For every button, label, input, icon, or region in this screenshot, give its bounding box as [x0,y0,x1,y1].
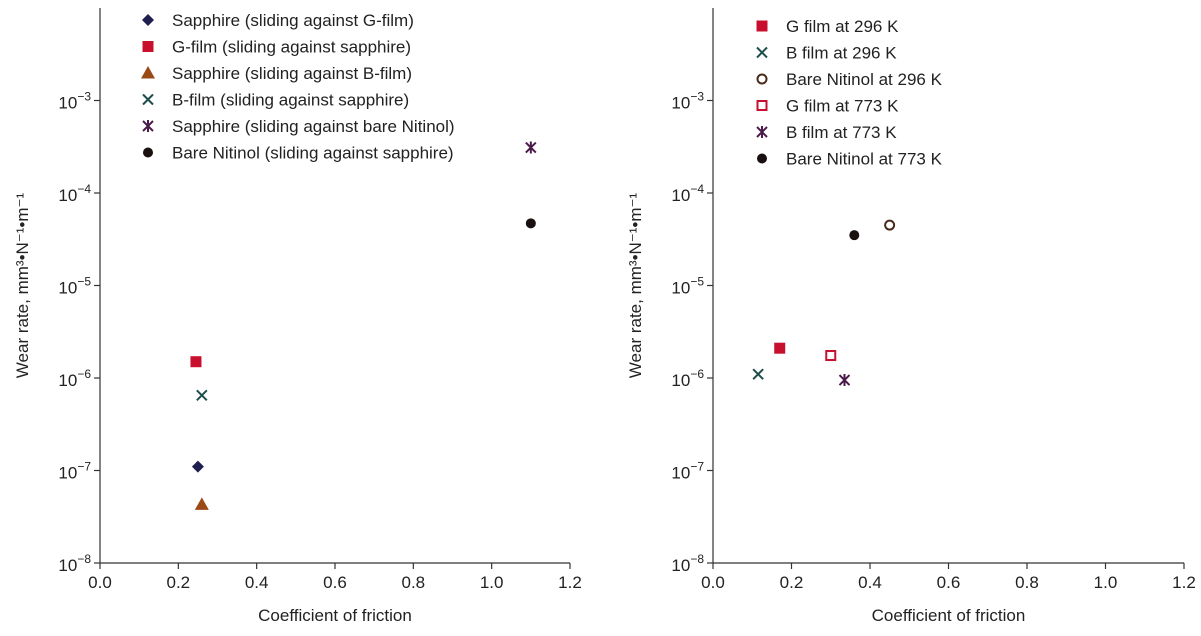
y-tick-label: 10−4 [58,182,91,205]
y-axis-title: Wear rate, mm³•N⁻¹•m⁻¹ [626,192,645,378]
x-tick-label: 1.2 [558,573,582,592]
data-point [194,497,209,510]
x-tick-label: 0.2 [167,573,191,592]
y-tick-label: 10−3 [671,90,704,113]
legend-entry: B film at 773 K [786,123,897,142]
x-tick-label: 1.0 [480,573,504,592]
y-tick-label: 10−7 [671,460,704,483]
data-point [525,141,537,154]
x-tick-label: 0.8 [1015,573,1039,592]
x-tick-label: 0.0 [88,573,112,592]
data-point [196,389,208,402]
data-point [849,230,860,241]
x-tick-label: 0.4 [245,573,269,592]
data-point [838,374,851,387]
x-tick-label: 0.4 [858,573,882,592]
legend-entry: G film at 773 K [786,97,899,116]
y-tick-label: 10−4 [671,182,704,205]
legend-entry: G-film (sliding against sapphire) [172,38,411,57]
legend-marker [757,153,767,164]
legend-marker [142,41,154,52]
legend-entry: Sapphire (sliding against bare Nitinol) [172,117,455,136]
legend-entry: G film at 296 K [786,17,899,36]
y-tick-label: 10−6 [58,367,91,390]
data-point [190,356,202,368]
y-tick-label: 10−7 [58,460,91,483]
data-point [752,368,764,380]
legend-marker [756,100,768,111]
chart-panel-1: 0.0 0.2 0.4 0.6 0.8 1.0 1.2 10−8 10−7 10−6 10−5 10−… [13,8,582,625]
legend-entry: Bare Nitinol at 296 K [786,70,943,89]
legend-marker [143,147,153,158]
x-tick-label: 1.0 [1094,573,1118,592]
y-tick-label: 10−6 [671,367,704,390]
x-tick-label: 1.2 [1172,573,1196,592]
legend-marker [142,93,154,106]
legend-marker [756,126,768,138]
legend-marker [756,20,768,32]
x-axis-title: Coefficient of friction [872,606,1026,625]
data-point [825,350,837,362]
x-tick-label: 0.6 [323,573,347,592]
legend-marker [142,14,154,26]
data-point [525,218,536,229]
y-tick-label: 10−8 [58,552,91,575]
x-tick-label: 0.0 [701,573,725,592]
legend-entry: B-film (sliding against sapphire) [172,91,409,110]
data-point [884,219,896,231]
legend-marker [142,120,154,132]
x-tick-label: 0.2 [780,573,804,592]
data-point [774,342,786,354]
chart-panel-2: 0.0 0.2 0.4 0.6 0.8 1.0 1.2 10−8 10−7 10−6 10−5 10−… [626,8,1196,625]
x-tick-label: 0.8 [402,573,426,592]
x-tick-label: 0.6 [937,573,961,592]
legend-entry: B film at 296 K [786,44,897,63]
legend-entry: Sapphire (sliding against G-film) [172,11,414,30]
y-tick-label: 10−5 [671,275,704,298]
data-point [191,460,204,473]
legend-marker [141,66,155,79]
x-axis-title: Coefficient of friction [258,606,412,625]
legend-marker [756,73,768,85]
legend-entry: Bare Nitinol (sliding against sapphire) [172,144,454,163]
legend-marker [756,46,768,59]
y-tick-label: 10−8 [671,552,704,575]
y-axis-title: Wear rate, mm³•N⁻¹•m⁻¹ [13,192,32,378]
legend-entry: Sapphire (sliding against B-film) [172,64,412,83]
y-tick-label: 10−3 [58,90,91,113]
legend-entry: Bare Nitinol at 773 K [786,150,943,169]
y-tick-label: 10−5 [58,275,91,298]
